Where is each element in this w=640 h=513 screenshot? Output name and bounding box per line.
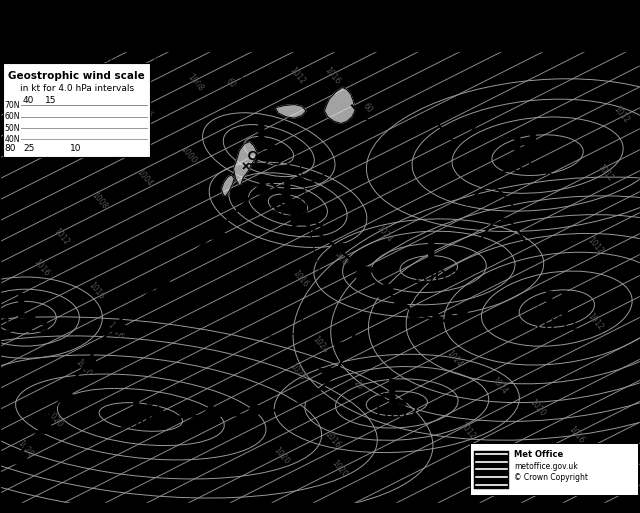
Polygon shape (247, 402, 265, 415)
Text: 1020: 1020 (45, 409, 64, 429)
Text: L: L (386, 378, 408, 411)
Polygon shape (333, 342, 351, 353)
Text: 1007: 1007 (372, 403, 421, 422)
Polygon shape (221, 175, 234, 196)
Polygon shape (109, 320, 131, 333)
Wedge shape (394, 298, 413, 311)
Wedge shape (445, 313, 456, 327)
Text: 15: 15 (45, 96, 56, 106)
Polygon shape (209, 227, 229, 241)
FancyBboxPatch shape (470, 443, 638, 495)
Text: 50N: 50N (4, 124, 20, 132)
Text: 1016: 1016 (323, 429, 342, 450)
Text: H: H (511, 130, 539, 163)
Polygon shape (275, 105, 306, 118)
Text: 1016: 1016 (134, 100, 154, 120)
Text: 1024: 1024 (445, 348, 464, 368)
Polygon shape (202, 404, 220, 416)
Text: 1020: 1020 (528, 398, 547, 418)
Text: L: L (255, 123, 276, 156)
FancyBboxPatch shape (474, 451, 509, 489)
FancyBboxPatch shape (3, 63, 150, 157)
Text: 1020: 1020 (330, 459, 349, 479)
Text: 80: 80 (4, 144, 16, 153)
Text: H: H (543, 290, 571, 323)
Text: 1004: 1004 (134, 167, 154, 188)
Text: L: L (130, 389, 152, 422)
Text: 1016: 1016 (32, 258, 51, 278)
Text: 20: 20 (352, 379, 365, 392)
Text: metoffice.gov.uk: metoffice.gov.uk (514, 462, 578, 471)
Text: 1012: 1012 (458, 420, 477, 441)
Polygon shape (82, 357, 103, 369)
Text: 1016: 1016 (86, 280, 106, 301)
Wedge shape (408, 306, 424, 318)
Text: 60: 60 (362, 101, 374, 114)
Wedge shape (376, 284, 396, 298)
Wedge shape (330, 243, 349, 256)
Text: 1020: 1020 (16, 438, 35, 459)
Wedge shape (291, 213, 310, 227)
Text: 1000: 1000 (179, 145, 198, 166)
Polygon shape (36, 421, 58, 433)
Text: 1012: 1012 (586, 312, 605, 332)
Text: 1024: 1024 (310, 334, 330, 355)
Polygon shape (58, 389, 79, 402)
Text: 60N: 60N (4, 112, 20, 121)
Polygon shape (303, 386, 321, 399)
Text: 1009: 1009 (116, 414, 165, 433)
Text: 1012: 1012 (51, 226, 70, 247)
Polygon shape (10, 452, 31, 465)
Polygon shape (281, 396, 297, 409)
Text: 993: 993 (273, 202, 310, 221)
Text: Geostrophic wind scale: Geostrophic wind scale (8, 71, 145, 81)
Polygon shape (253, 182, 274, 194)
Text: 1016: 1016 (291, 268, 310, 289)
Text: 1031: 1031 (532, 315, 582, 334)
Text: 1020: 1020 (330, 246, 349, 267)
Text: 1028: 1028 (288, 362, 307, 382)
Polygon shape (151, 406, 169, 419)
Text: 1012: 1012 (586, 235, 605, 255)
Polygon shape (154, 277, 175, 290)
Text: L: L (280, 177, 302, 210)
Polygon shape (319, 368, 338, 380)
Text: 1020: 1020 (74, 357, 93, 378)
Text: 1016: 1016 (500, 157, 550, 176)
Polygon shape (324, 87, 355, 124)
Text: 25: 25 (24, 144, 35, 153)
Text: 60: 60 (224, 76, 237, 90)
Text: 1020: 1020 (272, 445, 291, 466)
Text: 1024: 1024 (490, 375, 509, 396)
Wedge shape (428, 312, 441, 326)
Wedge shape (356, 267, 376, 280)
Text: 70N: 70N (4, 101, 20, 110)
Text: Forecast chart (T+00) Valid 12 UTC Fr 31  May 2024: Forecast chart (T+00) Valid 12 UTC Fr 31… (6, 57, 188, 63)
Text: 40: 40 (22, 96, 34, 106)
Wedge shape (452, 309, 468, 320)
Text: 40N: 40N (4, 135, 20, 144)
Text: L: L (424, 240, 446, 273)
Text: 1008: 1008 (186, 73, 205, 93)
Text: © Crown Copyright: © Crown Copyright (514, 473, 588, 482)
Text: 1012: 1012 (595, 163, 614, 184)
Text: 995: 995 (247, 150, 284, 169)
Text: 1008: 1008 (90, 190, 109, 210)
Text: 1016: 1016 (566, 425, 586, 445)
Text: 1016: 1016 (323, 66, 342, 86)
Text: L: L (15, 292, 36, 325)
Text: 10: 10 (70, 144, 82, 153)
Text: 1013: 1013 (1, 317, 51, 336)
Text: 1024: 1024 (374, 224, 394, 244)
Polygon shape (234, 142, 257, 187)
Text: 1012: 1012 (288, 66, 307, 86)
Text: in kt for 4.0 hPa intervals: in kt for 4.0 hPa intervals (20, 84, 134, 93)
Text: 1012: 1012 (611, 104, 630, 125)
Text: 1016: 1016 (106, 321, 125, 342)
Text: Met Office: Met Office (514, 450, 563, 459)
Text: 1003: 1003 (411, 267, 460, 287)
